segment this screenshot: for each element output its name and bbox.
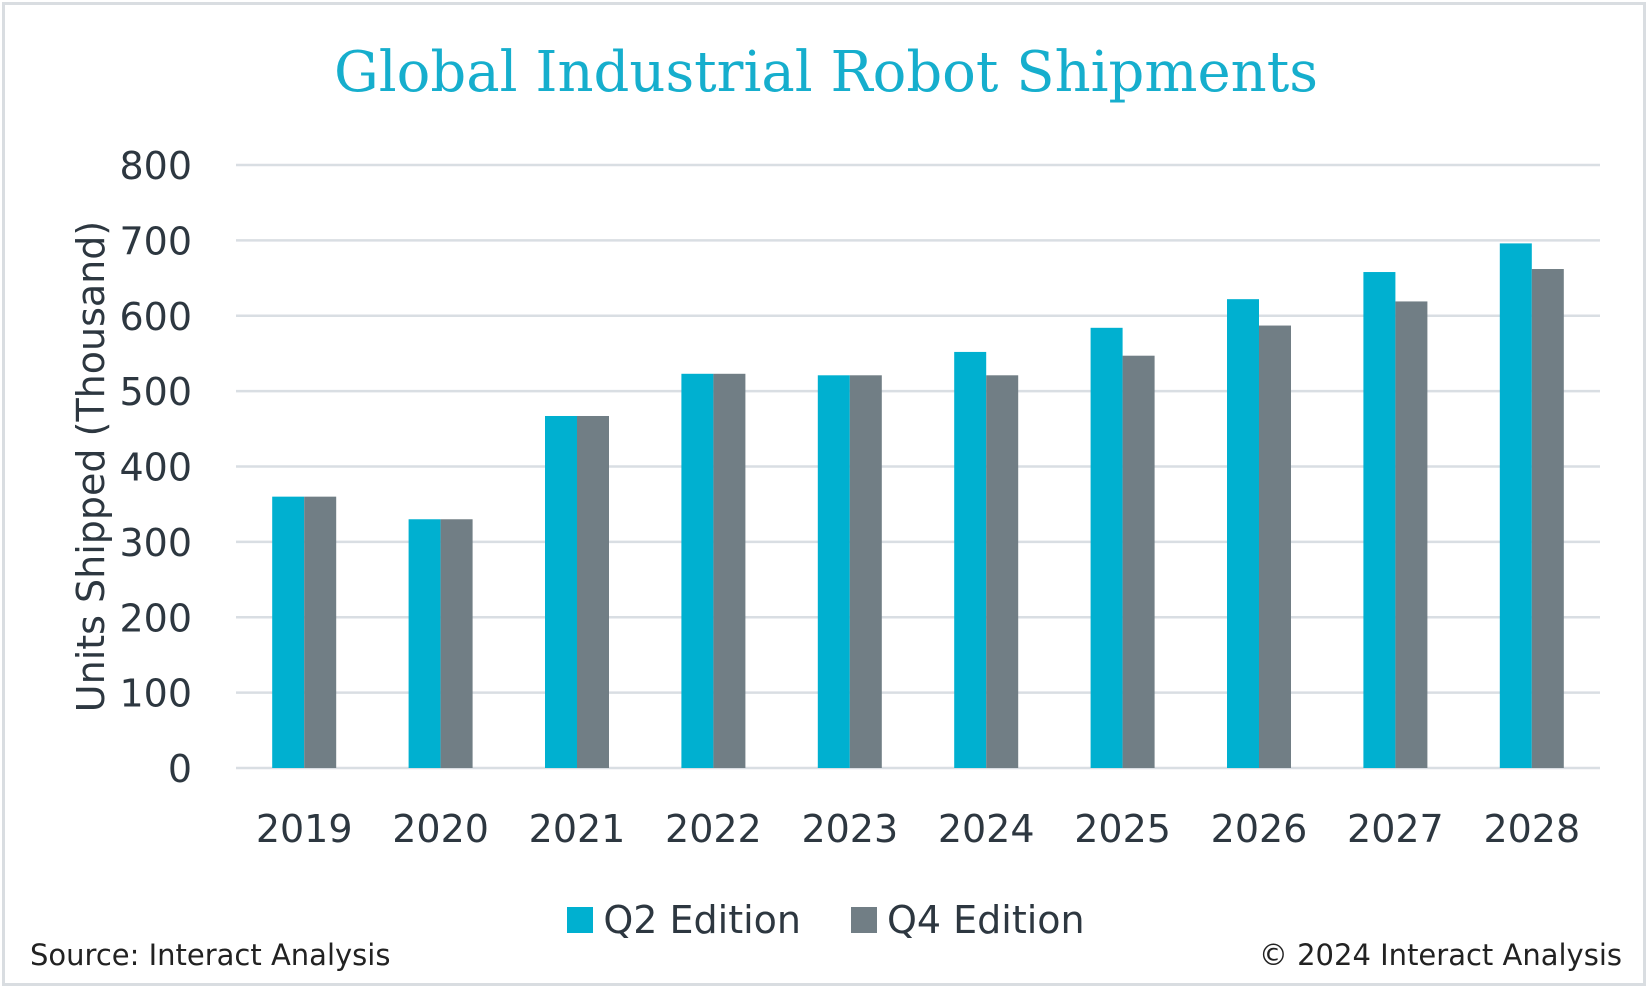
y-tick-label: 700 — [119, 219, 192, 263]
bar-q4-2026 — [1259, 325, 1291, 768]
source-note: Source: Interact Analysis — [30, 938, 391, 972]
x-tick-label: 2027 — [1347, 807, 1444, 851]
x-tick-label: 2020 — [392, 807, 489, 851]
y-tick-label: 600 — [119, 295, 192, 339]
chart-title: Global Industrial Robot Shipments — [334, 40, 1318, 105]
bar-q4-2024 — [986, 375, 1019, 768]
bar-q4-2028 — [1531, 269, 1564, 768]
x-tick-label: 2026 — [1211, 807, 1308, 851]
legend-item-q4: Q4 Edition — [851, 898, 1085, 942]
bar-q2-2025 — [1090, 327, 1123, 768]
bar-q4-2022 — [713, 373, 746, 768]
y-tick-label: 500 — [119, 370, 192, 414]
bar-q4-2021 — [577, 415, 609, 768]
x-tick-label: 2022 — [665, 807, 762, 851]
bar-q4-2020 — [440, 519, 473, 768]
bar-q4-2027 — [1395, 301, 1428, 768]
legend-swatch-q4 — [851, 907, 877, 933]
x-tick-label: 2019 — [256, 807, 353, 851]
x-tick-label: 2025 — [1074, 807, 1171, 851]
x-tick-label: 2021 — [529, 807, 626, 851]
bar-q2-2028 — [1499, 243, 1532, 768]
bar-q2-2027 — [1363, 272, 1396, 768]
bar-q4-2023 — [849, 375, 882, 768]
y-tick-label: 200 — [119, 596, 192, 640]
legend-label-q4: Q4 Edition — [887, 898, 1085, 942]
bar-q2-2019 — [272, 496, 305, 768]
y-tick-label: 0 — [168, 747, 192, 791]
bar-q2-2026 — [1227, 299, 1259, 768]
x-tick-label: 2028 — [1483, 807, 1580, 851]
bar-q2-2020 — [408, 519, 441, 768]
y-axis-label: Units Shipped (Thousand) — [69, 221, 113, 712]
legend: Q2 Edition Q4 Edition — [0, 898, 1652, 942]
y-tick-label: 100 — [119, 672, 192, 716]
bar-q4-2025 — [1122, 355, 1155, 768]
y-tick-label: 800 — [119, 144, 192, 188]
bar-q2-2021 — [545, 415, 577, 768]
bar-q2-2022 — [681, 373, 714, 768]
legend-swatch-q2 — [567, 907, 594, 933]
legend-item-q2: Q2 Edition — [567, 898, 801, 942]
legend-label-q2: Q2 Edition — [603, 898, 801, 942]
x-tick-label: 2023 — [801, 807, 898, 851]
copyright-note: © 2024 Interact Analysis — [1258, 938, 1622, 972]
bar-q2-2023 — [817, 375, 850, 768]
bar-q4-2019 — [304, 496, 337, 768]
y-tick-label: 400 — [119, 446, 192, 490]
bar-q2-2024 — [954, 351, 987, 768]
y-tick-label: 300 — [119, 521, 192, 565]
x-tick-label: 2024 — [938, 807, 1035, 851]
